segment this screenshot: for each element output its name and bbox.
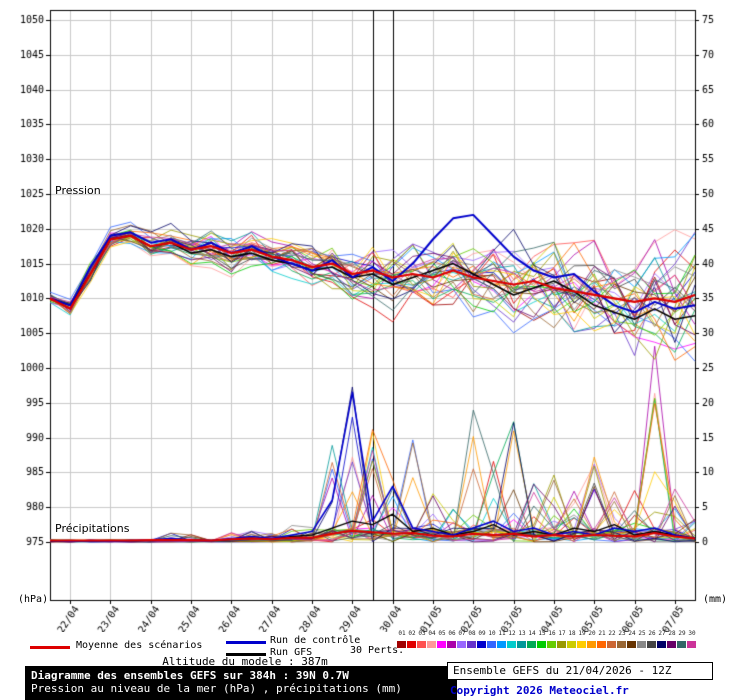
member-color-swatch [447, 641, 456, 648]
model-altitude-note: Altitude du modele : 387m [162, 655, 328, 668]
member-color-swatch [597, 641, 606, 648]
member-number: 12 [508, 630, 516, 637]
copyright-text: Copyright 2026 Meteociel.fr [450, 684, 629, 697]
member-color-swatch [537, 641, 546, 648]
member-color-swatch [567, 641, 576, 648]
run-info-text: Ensemble GEFS du 21/04/2026 - 12Z [453, 664, 672, 677]
member-color-swatch [427, 641, 436, 648]
member-number: 22 [608, 630, 616, 637]
member-color-swatch [587, 641, 596, 648]
member-color-swatch [637, 641, 646, 648]
member-color-swatch [457, 641, 466, 648]
chart-title: Diagramme des ensembles GEFS sur 384h : … [31, 669, 349, 682]
member-number: 15 [538, 630, 546, 637]
member-number: 26 [648, 630, 656, 637]
member-numbers-row: 01 02 03 04 05 06 07 08 09 10 11 12 13 14 15 16 17 18 19 20… [397, 630, 707, 639]
member-number: 13 [518, 630, 526, 637]
member-number: 08 [468, 630, 476, 637]
member-number: 21 [598, 630, 606, 637]
member-color-swatch [477, 641, 486, 648]
member-number: 09 [478, 630, 486, 637]
member-number: 27 [658, 630, 666, 637]
member-color-swatch [667, 641, 676, 648]
gfs-line-swatch [226, 653, 266, 656]
member-color-swatch [657, 641, 666, 648]
chart-subtitle: Pression au niveau de la mer (hPa) , pré… [31, 682, 402, 695]
member-color-swatch [617, 641, 626, 648]
member-number: 30 [688, 630, 696, 637]
member-color-swatch [687, 641, 696, 648]
member-color-swatch [547, 641, 556, 648]
mean-line-swatch [30, 646, 70, 649]
member-color-swatch [677, 641, 686, 648]
footer-title-box: Diagramme des ensembles GEFS sur 384h : … [25, 666, 457, 700]
precip-section-label: Précipitations [55, 522, 130, 535]
member-color-swatch [397, 641, 406, 648]
member-number: 05 [438, 630, 446, 637]
member-number: 17 [558, 630, 566, 637]
member-number: 25 [638, 630, 646, 637]
pressure-section-label: Pression [55, 184, 101, 197]
member-color-swatch [517, 641, 526, 648]
member-color-swatch [487, 641, 496, 648]
mean-legend-label: Moyenne des scénarios [76, 640, 203, 651]
member-number: 19 [578, 630, 586, 637]
member-number: 24 [628, 630, 636, 637]
member-color-swatch [647, 641, 656, 648]
ensemble-chart-canvas [0, 0, 740, 632]
member-number: 10 [488, 630, 496, 637]
member-color-swatch [557, 641, 566, 648]
member-number: 18 [568, 630, 576, 637]
member-number: 20 [588, 630, 596, 637]
member-number: 29 [678, 630, 686, 637]
member-number: 11 [498, 630, 506, 637]
member-number: 06 [448, 630, 456, 637]
member-number: 23 [618, 630, 626, 637]
member-color-legend [397, 641, 707, 649]
member-color-swatch [497, 641, 506, 648]
member-number: 28 [668, 630, 676, 637]
member-number: 02 [408, 630, 416, 637]
gfs-legend-label: Run GFS [270, 647, 313, 658]
member-color-swatch [407, 641, 416, 648]
member-color-swatch [607, 641, 616, 648]
control-legend-label: Run de contrôle [270, 635, 361, 646]
run-info-box: Ensemble GEFS du 21/04/2026 - 12Z [447, 662, 713, 680]
left-axis-unit-label: (hPa) [18, 594, 49, 605]
member-color-swatch [437, 641, 446, 648]
control-line-swatch [226, 641, 266, 644]
member-color-swatch [417, 641, 426, 648]
member-color-swatch [627, 641, 636, 648]
member-color-swatch [577, 641, 586, 648]
member-number: 07 [458, 630, 466, 637]
perturbations-count-label: 30 Perts. [350, 645, 405, 656]
member-number: 14 [528, 630, 536, 637]
member-number: 04 [428, 630, 436, 637]
member-number: 03 [418, 630, 426, 637]
right-axis-unit-label: (mm) [703, 594, 728, 605]
member-number: 16 [548, 630, 556, 637]
member-color-swatch [527, 641, 536, 648]
member-color-swatch [507, 641, 516, 648]
member-number: 01 [398, 630, 406, 637]
member-color-swatch [467, 641, 476, 648]
